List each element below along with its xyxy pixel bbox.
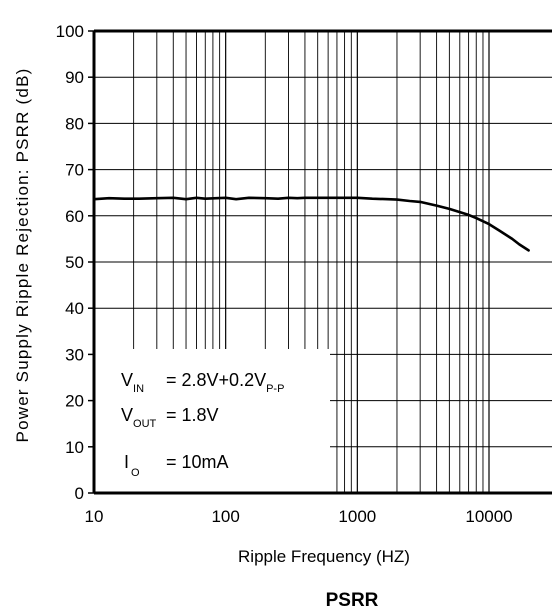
annotation-line-vout: VOUT = 1.8V: [121, 405, 219, 430]
psrr-series-line: [92, 196, 530, 252]
y-tick-label: 0: [75, 484, 84, 503]
annotation-background: [95, 349, 330, 495]
vout-subscript: OUT: [133, 418, 157, 430]
vout-symbol: V: [121, 405, 133, 425]
io-value: = 10mA: [166, 452, 229, 472]
x-tick-label: 10000: [465, 507, 512, 526]
x-tick-label: 1000: [338, 507, 376, 526]
x-tick-label: 10: [85, 507, 104, 526]
y-tick-label: 10: [65, 438, 84, 457]
data-layer: [92, 196, 530, 252]
y-tick-label: 90: [65, 68, 84, 87]
y-tick-label: 40: [65, 299, 84, 318]
io-subscript: O: [131, 467, 140, 479]
io-symbol: I: [124, 452, 129, 472]
y-tick-label: 70: [65, 161, 84, 180]
annotation-line-io: IO = 10mA: [124, 452, 229, 479]
vin-value: = 2.8V+0.2V: [166, 370, 266, 390]
y-tick-label: 80: [65, 114, 84, 133]
conditions-annotation: VIN = 2.8V+0.2VP-P VOUT = 1.8V IO= 10mA: [95, 349, 330, 495]
y-tick-label: 20: [65, 392, 84, 411]
x-axis-title: Ripple Frequency (HZ): [238, 547, 410, 566]
annotation-line-vin: VIN = 2.8V+0.2VP-P: [121, 370, 284, 395]
vin-value-subscript: P-P: [266, 383, 284, 395]
y-tick-label: 50: [65, 253, 84, 272]
chart-title: PSRR: [326, 590, 379, 611]
y-tick-label: 100: [56, 22, 84, 41]
vin-symbol: V: [121, 370, 133, 390]
y-tick-label: 30: [65, 345, 84, 364]
vin-subscript: IN: [133, 383, 144, 395]
y-tick-label: 60: [65, 207, 84, 226]
vout-value: = 1.8V: [166, 405, 219, 425]
x-tick-label: 100: [211, 507, 239, 526]
y-axis-title: Power Supply Ripple Rejection: PSRR (dB): [13, 68, 32, 443]
